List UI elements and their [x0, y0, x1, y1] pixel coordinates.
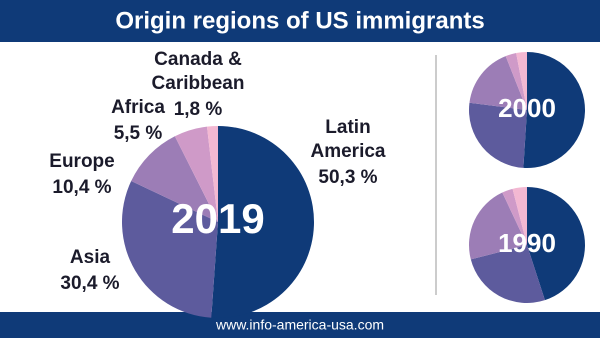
pie-year: 2019 [171, 195, 264, 242]
value-label: 30,4 % [60, 273, 120, 294]
pie-slice [502, 188, 527, 245]
title: Origin regions of US immigrants [115, 7, 484, 34]
value-label: 10,4 % [52, 177, 112, 198]
category-label: Canada & Caribbean [151, 49, 245, 94]
pie-year: 1990 [498, 228, 556, 258]
category-label: Asia [69, 247, 111, 268]
pie-slice [122, 181, 218, 318]
footer-bar [0, 312, 600, 338]
pie-slice [527, 187, 585, 301]
pie-slice [174, 126, 218, 222]
pie-slice [131, 136, 218, 222]
pie-slice [469, 56, 527, 110]
value-label: 50,3 % [318, 167, 378, 188]
header-bar [0, 0, 600, 42]
value-label: 5,5 % [113, 123, 163, 144]
pie-slice [468, 192, 527, 260]
category-label: Latin America [310, 117, 386, 162]
pie-slice [211, 126, 314, 318]
pie-slice [523, 52, 586, 168]
value-label: 1,8 % [173, 99, 223, 120]
pie-year: 2000 [498, 93, 556, 123]
pie-slice [512, 186, 527, 245]
pie-slice [505, 53, 527, 110]
footer-url: www.info-america-usa.com [215, 317, 384, 333]
pie-slice [468, 102, 527, 168]
pie-slice [516, 52, 527, 110]
category-label: Europe [49, 151, 115, 172]
pie-slice [206, 126, 218, 222]
category-label: Africa [111, 97, 165, 118]
pie-slice [470, 245, 545, 303]
